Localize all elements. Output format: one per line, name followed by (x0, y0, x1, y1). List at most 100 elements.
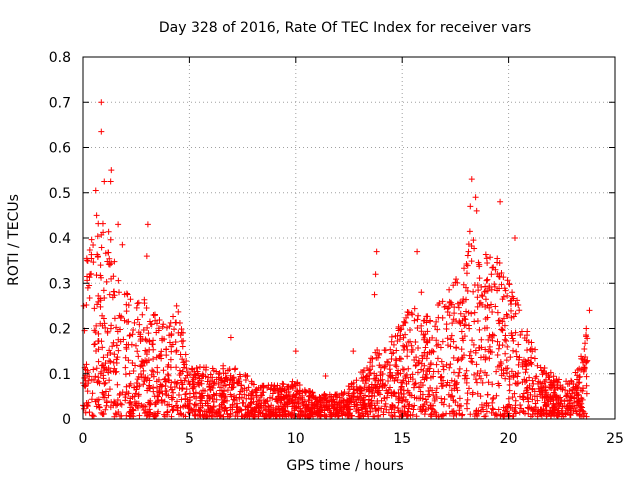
data-point (135, 299, 142, 306)
data-point (98, 338, 105, 345)
data-point (219, 390, 226, 397)
data-point (293, 391, 300, 398)
data-point (407, 374, 414, 381)
data-point (175, 308, 182, 315)
data-point (412, 338, 419, 345)
data-point (153, 412, 160, 419)
data-point (372, 407, 379, 414)
data-point (242, 403, 249, 410)
data-point (398, 391, 405, 398)
data-point (177, 351, 184, 358)
data-point (464, 390, 471, 397)
data-point (456, 319, 463, 326)
data-point (209, 365, 216, 372)
data-point (484, 314, 491, 321)
data-point (233, 404, 240, 411)
data-point (512, 310, 519, 317)
data-point (340, 397, 347, 404)
data-point (230, 396, 237, 403)
data-point (84, 258, 91, 265)
data-point (232, 365, 239, 372)
data-point (463, 400, 470, 407)
data-point (491, 412, 498, 419)
data-point (474, 412, 481, 419)
data-point (478, 344, 485, 351)
data-point (421, 317, 428, 324)
data-point (488, 286, 495, 293)
data-point (554, 402, 561, 409)
data-point (434, 326, 441, 333)
data-point (296, 387, 303, 394)
data-point (345, 383, 352, 390)
data-point (146, 338, 153, 345)
data-point (576, 373, 583, 380)
data-point (152, 317, 159, 324)
data-point (501, 413, 508, 420)
data-point (148, 321, 155, 328)
data-point (550, 400, 557, 407)
data-point (93, 272, 100, 279)
data-point (482, 356, 489, 363)
data-point (217, 384, 224, 391)
data-point (449, 392, 456, 399)
data-point (482, 288, 489, 295)
data-point (385, 378, 392, 385)
data-point (122, 391, 129, 398)
data-point (412, 380, 419, 387)
grid-lines (83, 57, 615, 419)
data-point (551, 390, 558, 397)
data-point (80, 405, 87, 412)
data-point (178, 396, 185, 403)
data-point (446, 382, 453, 389)
data-point (115, 409, 122, 416)
data-point (484, 276, 491, 283)
data-point (210, 382, 217, 389)
data-point (411, 317, 418, 324)
data-point (443, 321, 450, 328)
data-point (253, 386, 260, 393)
data-point (332, 392, 339, 399)
data-point (106, 291, 113, 298)
data-point (470, 288, 477, 295)
data-point (550, 373, 557, 380)
data-point (97, 303, 104, 310)
data-point (154, 369, 161, 376)
data-point (270, 404, 277, 411)
data-point (458, 328, 465, 335)
data-point (84, 402, 91, 409)
data-point (344, 405, 351, 412)
data-point (522, 369, 529, 376)
data-point (348, 399, 355, 406)
data-point (523, 385, 530, 392)
data-point (358, 395, 365, 402)
data-point (206, 383, 213, 390)
data-point (539, 391, 546, 398)
data-point (178, 338, 185, 345)
data-point (432, 323, 439, 330)
data-point (192, 401, 199, 408)
data-point (476, 263, 483, 270)
data-point (326, 394, 333, 401)
data-point (322, 373, 329, 380)
data-point (478, 408, 485, 415)
data-point (290, 391, 297, 398)
data-point (170, 406, 177, 413)
data-point (178, 326, 185, 333)
data-point (474, 317, 481, 324)
data-point (446, 298, 453, 305)
data-point (146, 383, 153, 390)
data-point (206, 383, 213, 390)
data-point (479, 293, 486, 300)
data-point (443, 410, 450, 417)
data-point (191, 393, 198, 400)
data-point (439, 338, 446, 345)
data-point (143, 351, 150, 358)
data-point (407, 412, 414, 419)
data-point (236, 378, 243, 385)
data-point (130, 406, 137, 413)
data-point (464, 287, 471, 294)
data-point (190, 406, 197, 413)
data-point (278, 406, 285, 413)
y-tick-labels: 0 0.1 0.2 0.3 0.4 0.5 0.6 0.7 0.8 (49, 50, 71, 428)
data-point (88, 251, 95, 258)
